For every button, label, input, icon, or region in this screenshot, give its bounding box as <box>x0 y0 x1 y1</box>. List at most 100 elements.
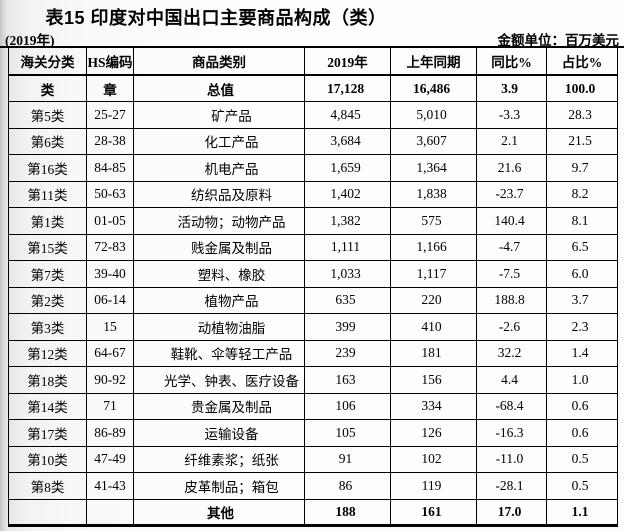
cell-category: 第15类 <box>8 233 87 261</box>
cell-2019: 105 <box>304 419 391 447</box>
meta-row: (2019年) 金额单位：百万美元 <box>5 29 619 49</box>
cell-2019: 106 <box>304 392 391 420</box>
cell-2019: 635 <box>304 286 391 314</box>
cell-category: 第11类 <box>8 180 87 208</box>
cell-prev-year: 410 <box>390 313 477 341</box>
cell-commodity: 塑料、橡胶 <box>133 260 305 288</box>
cell-share: 6.5 <box>546 233 618 261</box>
header-customs-class: 海关分类 <box>8 48 87 76</box>
cell-2019: 1,033 <box>304 260 391 288</box>
cell-hs: 50-63 <box>86 180 134 208</box>
cell-commodity: 纤维素浆；纸张 <box>133 445 305 473</box>
cell-share: 2.3 <box>546 313 618 341</box>
cell-share: 0.6 <box>546 392 618 420</box>
cell-prev-year: 334 <box>390 392 477 420</box>
cell-2019: 163 <box>304 366 391 394</box>
total-row: 类 章 总值 17,128 16,486 3.9 100.0 <box>8 74 618 102</box>
header-prev-year: 上年同期 <box>390 48 477 76</box>
cell-yoy: 32.2 <box>476 339 547 367</box>
cell-yoy: 4.4 <box>476 366 547 394</box>
cell-category: 第8类 <box>8 472 87 500</box>
cell-yoy: -68.4 <box>476 392 547 420</box>
cell-category: 第16类 <box>8 154 87 182</box>
header-share: 占比% <box>546 48 618 76</box>
cell-commodity: 纺织品及原料 <box>133 180 305 208</box>
cell-prev-year: 575 <box>390 207 477 235</box>
cell-share: 28.3 <box>546 101 618 129</box>
cell-2019: 239 <box>304 339 391 367</box>
cell-hs: 25-27 <box>86 101 134 129</box>
cell-hs: 06-14 <box>86 286 134 314</box>
cell-commodity: 光学、钟表、医疗设备 <box>133 366 305 394</box>
cell-2019: 1,382 <box>304 207 391 235</box>
cell-commodity: 活动物；动物产品 <box>133 207 305 235</box>
cell-hs: 86-89 <box>86 419 134 447</box>
cell-2019: 188 <box>304 498 391 526</box>
cell-share: 0.5 <box>546 472 618 500</box>
cell-commodity: 皮革制品；箱包 <box>133 472 305 500</box>
cell-yoy: -3.3 <box>476 101 547 129</box>
cell-yoy: -16.3 <box>476 419 547 447</box>
cell-hs: 72-83 <box>86 233 134 261</box>
cell-yoy: -4.7 <box>476 233 547 261</box>
cell-share: 0.5 <box>546 445 618 473</box>
table-row: 第8类 41-43 皮革制品；箱包 86 119 -28.1 0.5 <box>8 472 618 500</box>
cell-prev-year: 1,838 <box>390 180 477 208</box>
header-row: 海关分类 HS编码 商品类别 2019年 上年同期 同比% 占比% <box>8 48 618 76</box>
cell-category: 第17类 <box>8 419 87 447</box>
cell-prev-year: 16,486 <box>390 74 477 102</box>
cell-category <box>8 498 87 526</box>
cell-commodity: 贱金属及制品 <box>133 233 305 261</box>
cell-2019: 4,845 <box>304 101 391 129</box>
cell-prev-year: 1,117 <box>390 260 477 288</box>
cell-hs: 39-40 <box>86 260 134 288</box>
cell-2019: 17,128 <box>304 74 391 102</box>
cell-commodity: 矿产品 <box>133 101 305 129</box>
cell-hs: 84-85 <box>86 154 134 182</box>
cell-category: 第14类 <box>8 392 87 420</box>
cell-hs: 64-67 <box>86 339 134 367</box>
table-row: 第5类 25-27 矿产品 4,845 5,010 -3.3 28.3 <box>8 101 618 129</box>
table-row: 第12类 64-67 鞋靴、伞等轻工产品 239 181 32.2 1.4 <box>8 339 618 367</box>
table-top-rule <box>0 46 624 48</box>
table-row: 第3类 15 动植物油脂 399 410 -2.6 2.3 <box>8 313 618 341</box>
cell-share: 1.0 <box>546 366 618 394</box>
cell-yoy: -2.6 <box>476 313 547 341</box>
cell-yoy: -23.7 <box>476 180 547 208</box>
cell-share: 21.5 <box>546 127 618 155</box>
cell-commodity: 运输设备 <box>133 419 305 447</box>
header-2019: 2019年 <box>304 48 391 76</box>
cell-prev-year: 156 <box>390 366 477 394</box>
table-row: 第17类 86-89 运输设备 105 126 -16.3 0.6 <box>8 419 618 447</box>
cell-prev-year: 181 <box>390 339 477 367</box>
table-row: 第10类 47-49 纤维素浆；纸张 91 102 -11.0 0.5 <box>8 445 618 473</box>
cell-category: 第10类 <box>8 445 87 473</box>
cell-commodity: 植物产品 <box>133 286 305 314</box>
cell-category: 第5类 <box>8 101 87 129</box>
cell-2019: 86 <box>304 472 391 500</box>
cell-hs: 28-38 <box>86 127 134 155</box>
cell-hs <box>86 498 134 526</box>
cell-share: 1.1 <box>546 498 618 526</box>
cell-yoy: -11.0 <box>476 445 547 473</box>
cell-prev-year: 5,010 <box>390 101 477 129</box>
cell-yoy: 2.1 <box>476 127 547 155</box>
cell-2019: 91 <box>304 445 391 473</box>
cell-category: 第3类 <box>8 313 87 341</box>
cell-category: 第2类 <box>8 286 87 314</box>
cell-share: 9.7 <box>546 154 618 182</box>
cell-yoy: 21.6 <box>476 154 547 182</box>
cell-share: 100.0 <box>546 74 618 102</box>
header-commodity: 商品类别 <box>133 48 305 76</box>
header-yoy: 同比% <box>476 48 547 76</box>
table-row: 第11类 50-63 纺织品及原料 1,402 1,838 -23.7 8.2 <box>8 180 618 208</box>
cell-hs: 41-43 <box>86 472 134 500</box>
cell-commodity: 动植物油脂 <box>133 313 305 341</box>
commodity-table: 海关分类 HS编码 商品类别 2019年 上年同期 同比% 占比% 类 章 总值… <box>8 48 618 527</box>
cell-share: 0.6 <box>546 419 618 447</box>
cell-prev-year: 102 <box>390 445 477 473</box>
cell-share: 3.7 <box>546 286 618 314</box>
table-row: 第1类 01-05 活动物；动物产品 1,382 575 140.4 8.1 <box>8 207 618 235</box>
cell-category: 第6类 <box>8 127 87 155</box>
